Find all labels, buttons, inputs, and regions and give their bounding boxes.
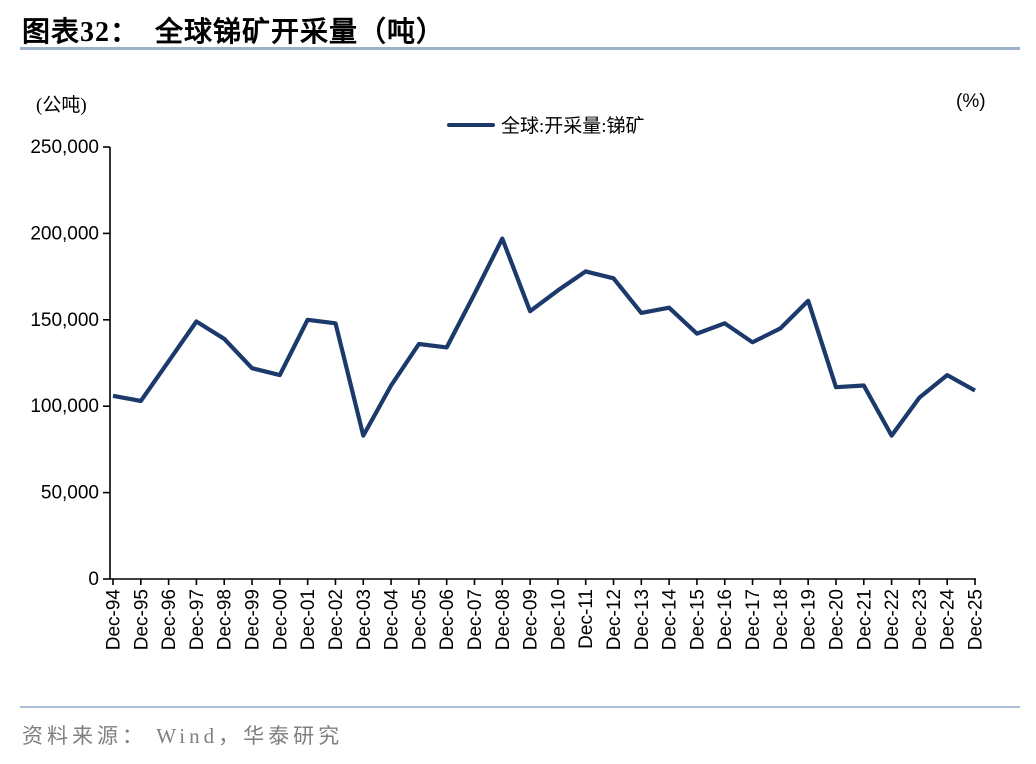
x-tick-label: Dec-97 bbox=[187, 589, 208, 650]
x-tick-label: Dec-01 bbox=[298, 589, 319, 650]
x-tick-label: Dec-09 bbox=[521, 589, 542, 650]
x-tick-label: Dec-98 bbox=[215, 589, 236, 650]
x-tick-label: Dec-22 bbox=[882, 589, 903, 650]
legend-line-swatch bbox=[447, 122, 495, 127]
x-tick-label: Dec-18 bbox=[771, 589, 792, 650]
x-tick-label: Dec-23 bbox=[910, 589, 931, 650]
x-tick-label: Dec-19 bbox=[799, 589, 820, 650]
x-tick-label: Dec-15 bbox=[687, 589, 708, 650]
x-tick-label: Dec-10 bbox=[548, 589, 569, 650]
x-tick-label: Dec-03 bbox=[354, 589, 375, 650]
y-tick-label: 0 bbox=[88, 569, 99, 590]
left-axis-unit-label: (公吨) bbox=[36, 95, 87, 116]
x-tick-label: Dec-14 bbox=[660, 589, 681, 651]
y-tick-label: 150,000 bbox=[30, 310, 99, 331]
legend: 全球:开采量:锑矿 bbox=[447, 111, 645, 138]
x-tick-label: Dec-95 bbox=[131, 589, 152, 650]
title-divider bbox=[20, 47, 1020, 50]
figure-title: 图表32： 全球锑矿开采量（吨） bbox=[22, 17, 446, 48]
x-tick-label: Dec-17 bbox=[743, 589, 764, 650]
x-tick-label: Dec-02 bbox=[326, 589, 347, 650]
y-tick-label: 200,000 bbox=[30, 223, 99, 244]
x-tick-label: Dec-04 bbox=[382, 589, 403, 651]
x-tick-label: Dec-12 bbox=[604, 589, 625, 650]
x-tick-label: Dec-06 bbox=[437, 589, 458, 650]
x-tick-label: Dec-24 bbox=[938, 589, 959, 651]
x-tick-label: Dec-00 bbox=[270, 589, 291, 650]
footer-divider bbox=[20, 706, 1020, 708]
x-tick-label: Dec-21 bbox=[854, 589, 875, 650]
x-tick-label: Dec-07 bbox=[465, 589, 486, 650]
y-tick-label: 100,000 bbox=[30, 396, 99, 417]
x-tick-label: Dec-99 bbox=[243, 589, 264, 650]
x-tick-label: Dec-05 bbox=[409, 589, 430, 650]
y-tick-label: 50,000 bbox=[41, 483, 99, 504]
right-axis-unit-label: (%) bbox=[956, 91, 986, 112]
x-tick-label: Dec-96 bbox=[159, 589, 180, 650]
y-tick-label: 250,000 bbox=[30, 137, 99, 158]
x-tick-label: Dec-94 bbox=[104, 589, 125, 651]
source-note: 资料来源： Wind，华泰研究 bbox=[22, 724, 344, 748]
x-tick-label: Dec-11 bbox=[576, 589, 597, 649]
legend-label: 全球:开采量:锑矿 bbox=[501, 116, 645, 137]
x-tick-label: Dec-13 bbox=[632, 589, 653, 650]
x-tick-label: Dec-08 bbox=[493, 589, 514, 650]
x-tick-label: Dec-16 bbox=[715, 589, 736, 650]
data-series-line bbox=[112, 236, 977, 438]
x-tick-label: Dec-25 bbox=[966, 589, 987, 650]
x-tick-label: Dec-20 bbox=[826, 589, 847, 650]
